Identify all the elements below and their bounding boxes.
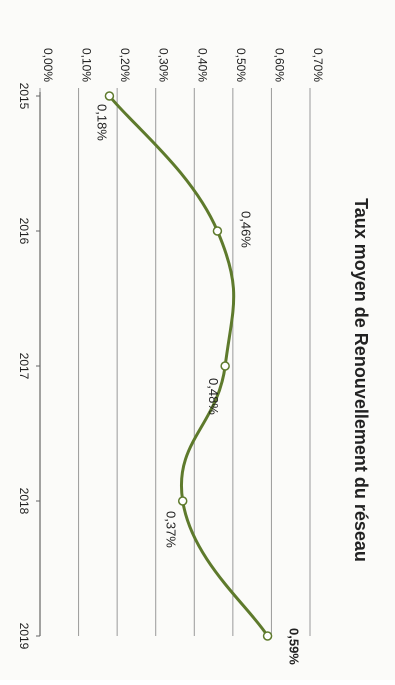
x-tick-label: 2016 (17, 218, 31, 245)
series-line (108, 95, 269, 637)
x-tick-label: 2015 (17, 83, 31, 110)
data-label: 0,46% (238, 211, 253, 248)
data-label: 0,18% (94, 104, 109, 141)
x-tick-label: 2017 (17, 353, 31, 380)
x-tick-label: 2019 (17, 623, 31, 650)
y-tick-label: 0,10% (80, 48, 94, 82)
y-tick-label: 0,50% (234, 48, 248, 82)
y-tick-label: 0,40% (195, 48, 209, 82)
data-point (220, 361, 230, 371)
series: 0,18% 0,46% 0,48% 0,37% 0,59% (94, 91, 302, 665)
x-tick-label: 2018 (17, 488, 31, 515)
data-point (262, 631, 273, 641)
data-label: 0,37% (164, 511, 179, 548)
y-tick-label: 0,70% (311, 48, 325, 82)
data-point (212, 226, 223, 236)
y-tick-label: 0,20% (118, 48, 132, 82)
data-point (177, 496, 188, 506)
axes: 0,00% 0,10% 0,20% 0,30% 0,40% 0,50% 0,60% 0,70%… (17, 48, 325, 650)
y-tick-label: 0,30% (157, 48, 171, 82)
gridlines (39, 88, 311, 636)
data-label: 0,48% (206, 378, 221, 415)
y-tick-label: 0,00% (41, 48, 55, 82)
chart-title: Taux moyen de Renouvellement du réseau (351, 198, 371, 562)
y-tick-label: 0,60% (272, 48, 286, 82)
data-point (104, 91, 115, 101)
data-label: 0,59% (287, 628, 302, 665)
